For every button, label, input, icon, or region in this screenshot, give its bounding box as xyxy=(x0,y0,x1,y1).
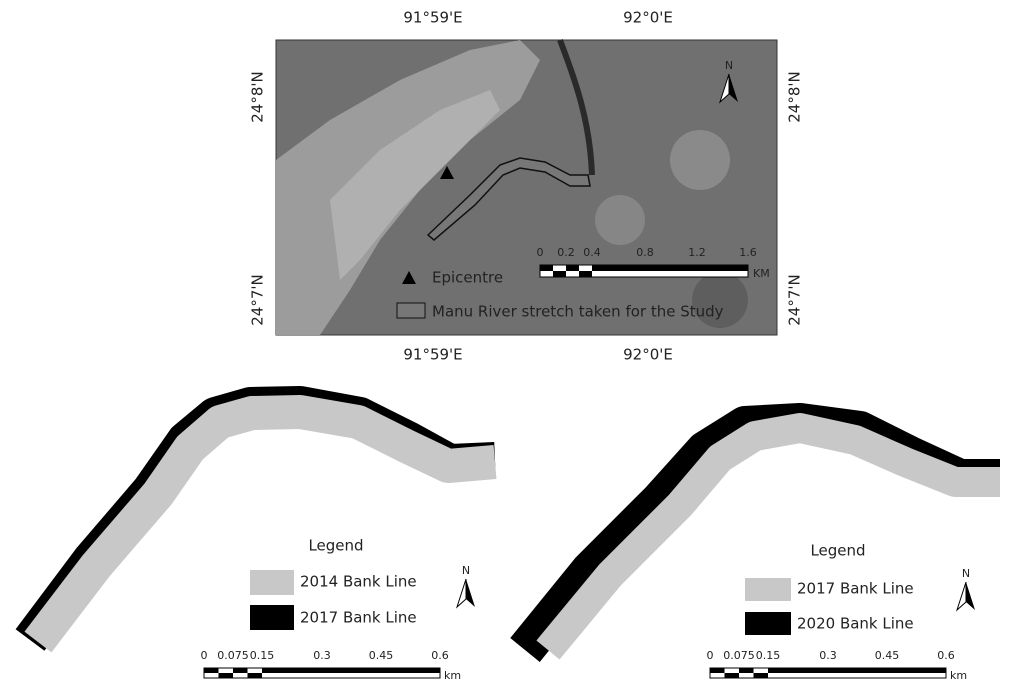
scale-label: 0.6 xyxy=(431,649,449,662)
scale-label: 1.2 xyxy=(688,246,706,259)
north-arrow xyxy=(457,579,466,607)
scale-label: 0.4 xyxy=(583,246,601,259)
legend-title: Legend xyxy=(810,542,865,560)
lon-label: 91°59'E xyxy=(403,9,462,27)
patch xyxy=(595,195,645,245)
scale-segment xyxy=(322,668,381,673)
scale-label: 0.15 xyxy=(756,649,781,662)
lat-label: 24°7'N xyxy=(786,274,804,325)
north-arrow xyxy=(966,582,975,610)
scale-segment xyxy=(219,673,234,678)
north-arrow xyxy=(957,582,966,610)
lon-label: 92°0'E xyxy=(623,9,673,27)
scale-segment xyxy=(204,668,219,673)
scale-segment xyxy=(248,673,263,678)
scale-label: 0.2 xyxy=(557,246,575,259)
scale-segment xyxy=(828,668,887,673)
legend-swatch xyxy=(397,303,425,318)
scale-segment xyxy=(768,668,828,673)
lat-label: 24°8'N xyxy=(249,71,267,122)
scale-label: 0.075 xyxy=(723,649,755,662)
satellite-map xyxy=(276,40,777,335)
legend-label: 2014 Bank Line xyxy=(300,573,417,591)
scale-segment xyxy=(233,668,248,673)
scale-segment xyxy=(739,668,754,673)
legend-label: 2017 Bank Line xyxy=(300,609,417,627)
scale-label: 1.6 xyxy=(739,246,757,259)
scale-segment xyxy=(381,668,440,673)
scale-label: 0.3 xyxy=(819,649,837,662)
scale-label: 0 xyxy=(707,649,714,662)
scale-segment xyxy=(697,265,748,271)
lat-label: 24°8'N xyxy=(786,71,804,122)
scale-segment xyxy=(592,265,645,271)
scale-label: 0.8 xyxy=(636,246,654,259)
legend-label: 2020 Bank Line xyxy=(797,615,914,633)
legend-label: 2017 Bank Line xyxy=(797,580,914,598)
scale-segment xyxy=(540,265,553,271)
legend-swatch xyxy=(745,612,791,635)
north-arrow xyxy=(466,579,475,607)
scale-segment xyxy=(566,265,579,271)
scale-segment xyxy=(645,265,697,271)
north-label: N xyxy=(725,59,733,72)
patch xyxy=(670,130,730,190)
legend-swatch xyxy=(250,605,294,630)
figure: 91°59'E 92°0'E 91°59'E 92°0'E 24°8'N 24°… xyxy=(0,0,1009,682)
lon-label: 91°59'E xyxy=(403,346,462,364)
lat-label: 24°7'N xyxy=(249,274,267,325)
legend-label: Manu River stretch taken for the Study xyxy=(432,303,724,321)
scale-segment xyxy=(725,673,740,678)
scale-label: 0.6 xyxy=(937,649,955,662)
scale-segment xyxy=(262,668,322,673)
scale-label: 0.45 xyxy=(875,649,900,662)
legend-swatch xyxy=(250,570,294,595)
scale-segment xyxy=(710,668,725,673)
scale-segment xyxy=(887,668,946,673)
legend-title: Legend xyxy=(308,537,363,555)
scale-segment xyxy=(754,673,769,678)
scale-unit: KM xyxy=(753,267,770,280)
scale-label: 0 xyxy=(537,246,544,259)
north-label: N xyxy=(462,564,470,577)
scale-label: 0.075 xyxy=(217,649,249,662)
lon-label: 92°0'E xyxy=(623,346,673,364)
legend-swatch xyxy=(745,578,791,601)
scale-unit: km xyxy=(444,669,461,682)
north-label: N xyxy=(962,567,970,580)
scale-label: 0.15 xyxy=(250,649,275,662)
scale-label: 0.3 xyxy=(313,649,331,662)
scale-segment xyxy=(579,271,592,277)
scale-label: 0 xyxy=(201,649,208,662)
scale-segment xyxy=(553,271,566,277)
legend-label: Epicentre xyxy=(432,269,503,287)
scale-unit: km xyxy=(950,669,967,682)
scale-label: 0.45 xyxy=(369,649,394,662)
